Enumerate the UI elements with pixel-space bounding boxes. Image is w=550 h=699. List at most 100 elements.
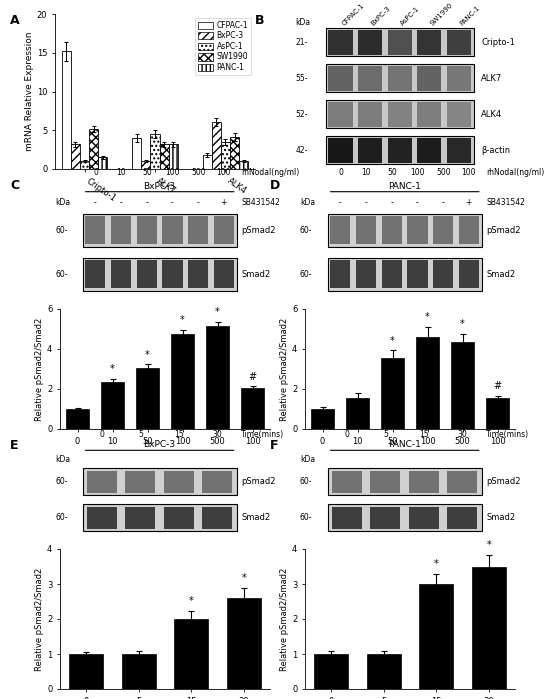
Bar: [82, 258, 237, 291]
Text: 100: 100: [410, 168, 425, 178]
Text: 60-: 60-: [55, 477, 68, 487]
Bar: [85, 261, 106, 288]
Bar: [417, 66, 442, 90]
Bar: [370, 470, 400, 493]
Bar: [311, 409, 334, 429]
Legend: CFPAC-1, BxPC-3, AsPC-1, SW1990, PANC-1: CFPAC-1, BxPC-3, AsPC-1, SW1990, PANC-1: [195, 17, 251, 75]
Bar: [388, 138, 412, 162]
Y-axis label: Relative pSmad2/Smad2: Relative pSmad2/Smad2: [35, 568, 44, 670]
Text: 60-: 60-: [300, 270, 312, 279]
Bar: [417, 138, 442, 162]
Bar: [417, 30, 442, 55]
Bar: [239, 161, 248, 169]
Text: CFPAC-1: CFPAC-1: [340, 2, 365, 27]
Text: ALK7: ALK7: [481, 74, 503, 83]
Bar: [388, 30, 412, 55]
Text: BxPC-3: BxPC-3: [144, 440, 175, 449]
Text: pSmad2: pSmad2: [486, 477, 521, 487]
Y-axis label: Relative pSmad2/Smad2: Relative pSmad2/Smad2: [35, 317, 44, 421]
Text: *: *: [189, 596, 194, 606]
Bar: [447, 507, 477, 529]
Bar: [433, 217, 453, 244]
Text: 100: 100: [461, 168, 476, 178]
Text: *: *: [241, 572, 246, 582]
Bar: [382, 217, 402, 244]
Bar: [98, 157, 107, 169]
Y-axis label: mRNA Relative Expression: mRNA Relative Expression: [25, 31, 34, 151]
Bar: [82, 504, 237, 531]
Bar: [125, 507, 156, 529]
Bar: [69, 654, 103, 689]
Text: 60-: 60-: [300, 477, 312, 487]
Text: pSmad2: pSmad2: [486, 226, 521, 235]
Text: -: -: [171, 199, 174, 207]
Bar: [111, 217, 131, 244]
Text: 21-: 21-: [295, 38, 307, 47]
Text: +: +: [221, 199, 227, 207]
Text: BxPC-3: BxPC-3: [370, 5, 392, 27]
Bar: [381, 358, 404, 429]
Bar: [459, 261, 479, 288]
Bar: [82, 468, 237, 496]
Text: pSmad2: pSmad2: [241, 226, 276, 235]
Bar: [164, 470, 194, 493]
Text: -: -: [365, 199, 367, 207]
Y-axis label: Relative pSmad2/Smad2: Relative pSmad2/Smad2: [280, 317, 289, 421]
Text: 0: 0: [100, 430, 104, 438]
Text: Time(mins): Time(mins): [486, 430, 530, 438]
Bar: [408, 217, 427, 244]
Text: 30: 30: [212, 430, 222, 438]
Bar: [388, 66, 412, 90]
Y-axis label: Relative pSmad2/Smad2: Relative pSmad2/Smad2: [280, 568, 289, 670]
Text: 52-: 52-: [295, 110, 307, 119]
Text: 15: 15: [419, 430, 429, 438]
Bar: [382, 261, 402, 288]
Bar: [358, 102, 382, 127]
Bar: [162, 261, 183, 288]
Bar: [89, 129, 98, 169]
Text: -: -: [339, 199, 342, 207]
Text: -: -: [120, 199, 123, 207]
Text: C: C: [10, 179, 19, 192]
Bar: [486, 398, 509, 429]
Text: F: F: [270, 439, 278, 452]
Text: 500: 500: [191, 168, 206, 178]
Text: *: *: [434, 559, 439, 568]
Text: kDa: kDa: [300, 199, 315, 207]
Text: 15: 15: [174, 430, 184, 438]
Text: *: *: [425, 312, 430, 322]
Bar: [87, 470, 117, 493]
Bar: [202, 507, 233, 529]
Text: 60-: 60-: [300, 513, 312, 522]
Bar: [85, 217, 106, 244]
Text: PANC-1: PANC-1: [388, 440, 421, 449]
Bar: [409, 470, 439, 493]
Text: *: *: [145, 350, 150, 359]
Bar: [332, 470, 362, 493]
Text: Smad2: Smad2: [241, 270, 271, 279]
Bar: [164, 507, 194, 529]
Text: 50: 50: [387, 168, 397, 178]
Text: AsPC-1: AsPC-1: [400, 5, 421, 27]
Text: kDa: kDa: [300, 455, 315, 464]
Text: 100: 100: [165, 168, 180, 178]
Text: D: D: [270, 179, 280, 192]
Bar: [447, 66, 471, 90]
Text: Time(mins): Time(mins): [241, 430, 284, 438]
Bar: [328, 102, 353, 127]
Bar: [169, 144, 178, 169]
Text: *: *: [215, 307, 220, 317]
Bar: [388, 102, 412, 127]
Bar: [202, 470, 233, 493]
Bar: [188, 261, 208, 288]
Bar: [408, 261, 427, 288]
Bar: [370, 507, 400, 529]
Text: SB431542: SB431542: [486, 199, 525, 207]
Text: 60-: 60-: [300, 226, 312, 235]
Text: -: -: [197, 199, 200, 207]
Bar: [409, 507, 439, 529]
Bar: [447, 470, 477, 493]
Bar: [141, 161, 150, 169]
Bar: [447, 30, 471, 55]
Bar: [328, 504, 482, 531]
